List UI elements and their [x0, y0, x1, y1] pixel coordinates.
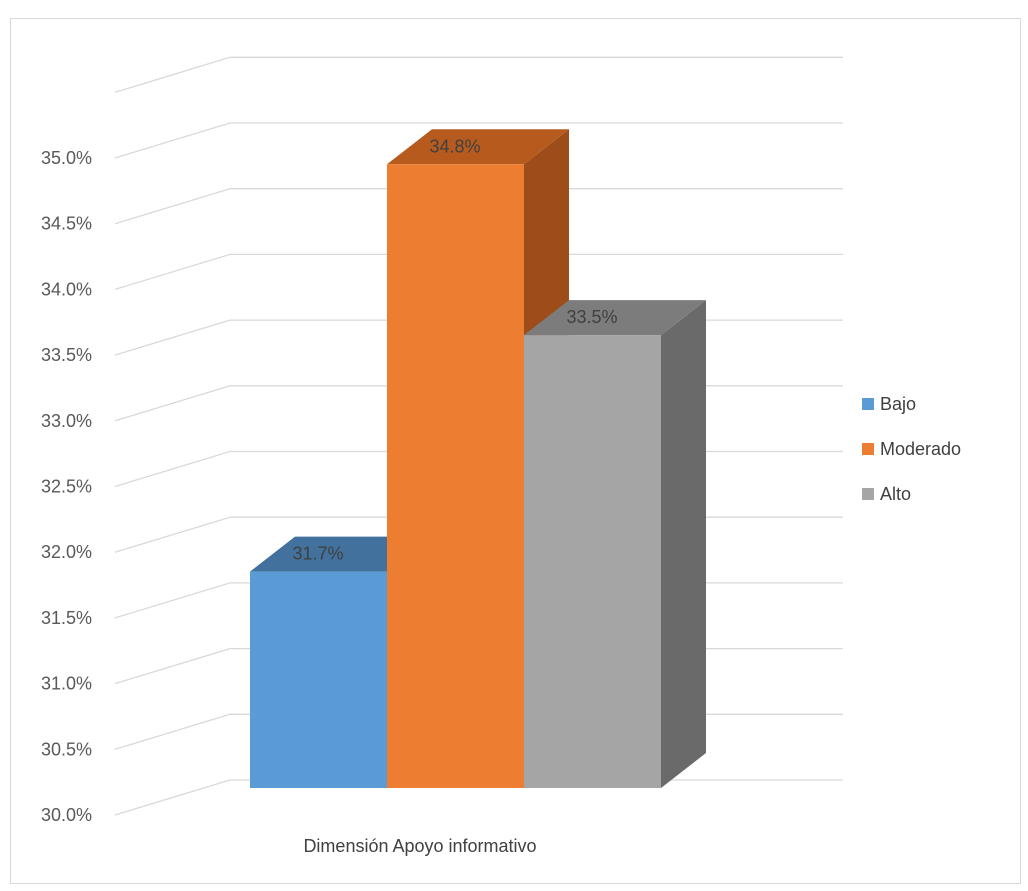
- legend-swatch: [862, 443, 874, 455]
- side-gridline: [114, 56, 231, 93]
- side-gridline: [114, 516, 231, 553]
- y-tick-label: 34.5%: [41, 214, 92, 234]
- legend-label: Alto: [880, 484, 911, 504]
- legend-item-moderado: Moderado: [862, 439, 961, 459]
- side-gridline: [114, 647, 231, 685]
- y-tick-label: 33.5%: [41, 345, 92, 365]
- y-tick-label: 34.0%: [41, 279, 92, 299]
- y-tick-label: 32.0%: [41, 542, 92, 562]
- bar-top-face: [387, 129, 569, 165]
- side-gridline: [114, 450, 231, 488]
- y-tick-label: 33.0%: [41, 411, 92, 431]
- bar-alto: [524, 300, 706, 788]
- bar-top-face: [250, 536, 432, 572]
- y-tick-label: 32.5%: [41, 477, 92, 497]
- x-axis: Dimensión Apoyo informativo: [303, 836, 536, 856]
- y-tick-label: 31.0%: [41, 674, 92, 694]
- legend: Bajo Moderado Alto: [862, 394, 961, 504]
- bars: [250, 129, 706, 788]
- data-label-moderado: 34.8%: [429, 136, 480, 156]
- x-category-label: Dimensión Apoyo informativo: [303, 836, 536, 856]
- side-gridline: [114, 713, 231, 750]
- legend-item-bajo: Bajo: [862, 394, 916, 414]
- side-gridline: [114, 385, 231, 422]
- y-tick-label: 30.5%: [41, 739, 92, 759]
- y-tick-label: 31.5%: [41, 608, 92, 628]
- legend-item-alto: Alto: [862, 484, 911, 504]
- side-gridline: [114, 122, 231, 159]
- bar-front-face: [387, 164, 524, 788]
- bar-front-face: [250, 571, 387, 788]
- side-gridline: [114, 253, 231, 291]
- side-gridline: [114, 582, 231, 619]
- bar-front-face: [524, 335, 661, 788]
- side-gridline: [114, 188, 231, 225]
- data-label-bajo: 31.7%: [292, 544, 343, 564]
- side-gridline: [114, 319, 231, 356]
- side-gridline: [114, 779, 231, 816]
- legend-label: Moderado: [880, 439, 961, 459]
- legend-swatch: [862, 398, 874, 410]
- bar-top-face: [524, 300, 706, 336]
- data-labels: 31.7% 34.8% 33.5%: [292, 136, 617, 563]
- y-tick-label: 30.0%: [41, 805, 92, 825]
- legend-swatch: [862, 488, 874, 500]
- data-label-alto: 33.5%: [566, 307, 617, 327]
- legend-label: Bajo: [880, 394, 916, 414]
- y-tick-label: 35.0%: [41, 148, 92, 168]
- y-axis: 30.0% 30.5% 31.0% 31.5% 32.0% 32.5% 33.0% 33.5%…: [41, 148, 92, 825]
- bar-side-face: [661, 300, 706, 788]
